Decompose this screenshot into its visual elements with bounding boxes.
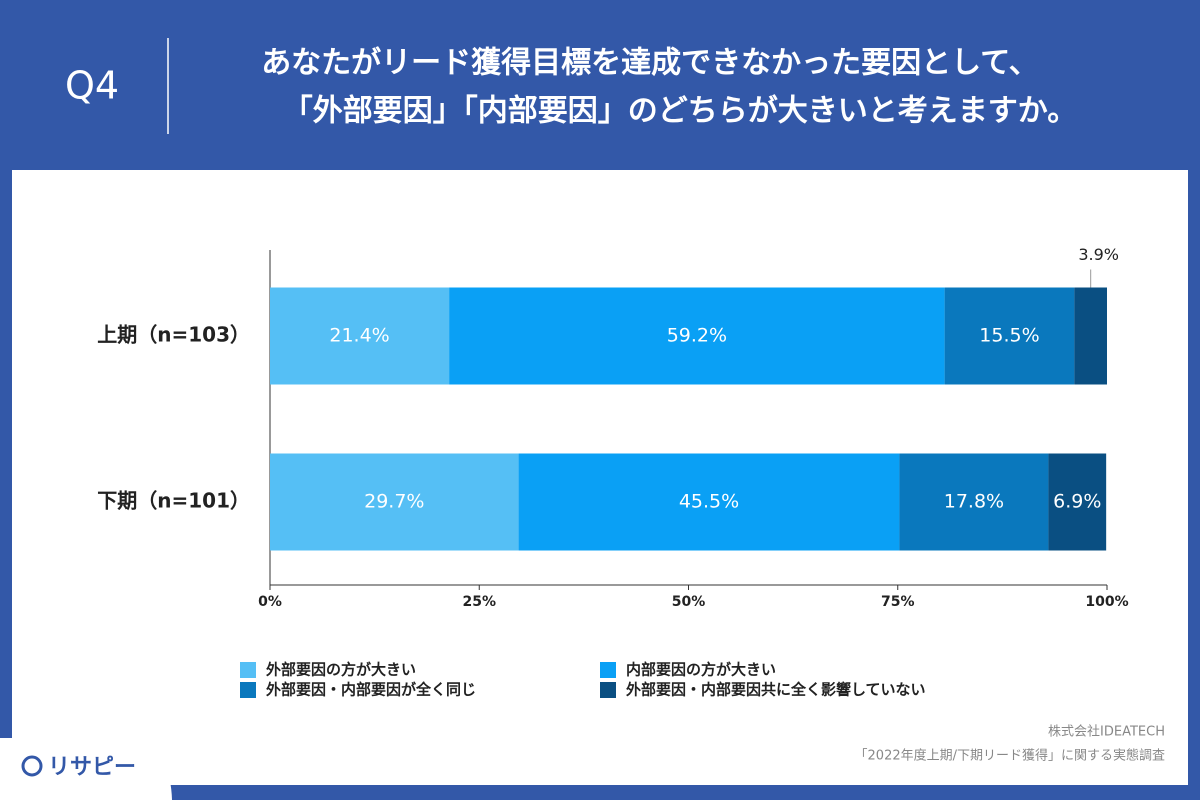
legend-label: 外部要因の方が大きい (265, 661, 416, 679)
x-tick-label: 0% (258, 594, 282, 610)
bar-segment (270, 453, 519, 551)
value-label: 3.9% (1078, 245, 1119, 264)
y-tick-label: 上期（n=103） (97, 323, 250, 347)
value-label: 21.4% (329, 325, 389, 347)
legend-swatch (600, 662, 616, 678)
legend-swatch (600, 682, 616, 698)
legend-swatch (240, 682, 256, 698)
x-tick-label: 100% (1085, 594, 1128, 610)
title-line: 「外部要因」「内部要因」のどちらが大きいと考えますか。 (283, 94, 1077, 129)
value-label: 59.2% (667, 325, 727, 347)
legend-label: 内部要因の方が大きい (626, 661, 776, 679)
bar-segment (944, 287, 1075, 385)
bar-segment (518, 453, 900, 551)
logo: リサピー (48, 755, 136, 780)
bar-segment (899, 453, 1049, 551)
x-tick-label: 25% (462, 594, 496, 610)
x-tick-label: 75% (881, 594, 915, 610)
source: 「2022年度上期/下期リード獲得」に関する実態調査 (855, 748, 1165, 764)
logo-icon (21, 755, 43, 777)
question-number: Q4 (65, 64, 119, 108)
value-label: 15.5% (979, 325, 1039, 347)
source: 株式会社IDEATECH (1048, 724, 1165, 740)
value-label: 6.9% (1053, 491, 1101, 513)
legend-label: 外部要因・内部要因共に全く影響していない (625, 681, 926, 699)
bar-segment (270, 287, 450, 385)
value-label: 29.7% (364, 491, 424, 513)
y-tick-label: 下期（n=101） (97, 489, 250, 513)
bar-segment (449, 287, 945, 385)
legend-label: 外部要因・内部要因が全く同じ (265, 681, 476, 699)
legend-swatch (240, 662, 256, 678)
title-line: あなたがリード獲得目標を達成できなかった要因として、 (261, 46, 1039, 81)
bar-segment (1074, 287, 1107, 385)
logo-badge (0, 738, 172, 800)
value-label: 45.5% (679, 491, 739, 513)
value-label: 17.8% (944, 491, 1004, 513)
bar-segment (1048, 453, 1107, 551)
x-tick-label: 50% (672, 594, 706, 610)
